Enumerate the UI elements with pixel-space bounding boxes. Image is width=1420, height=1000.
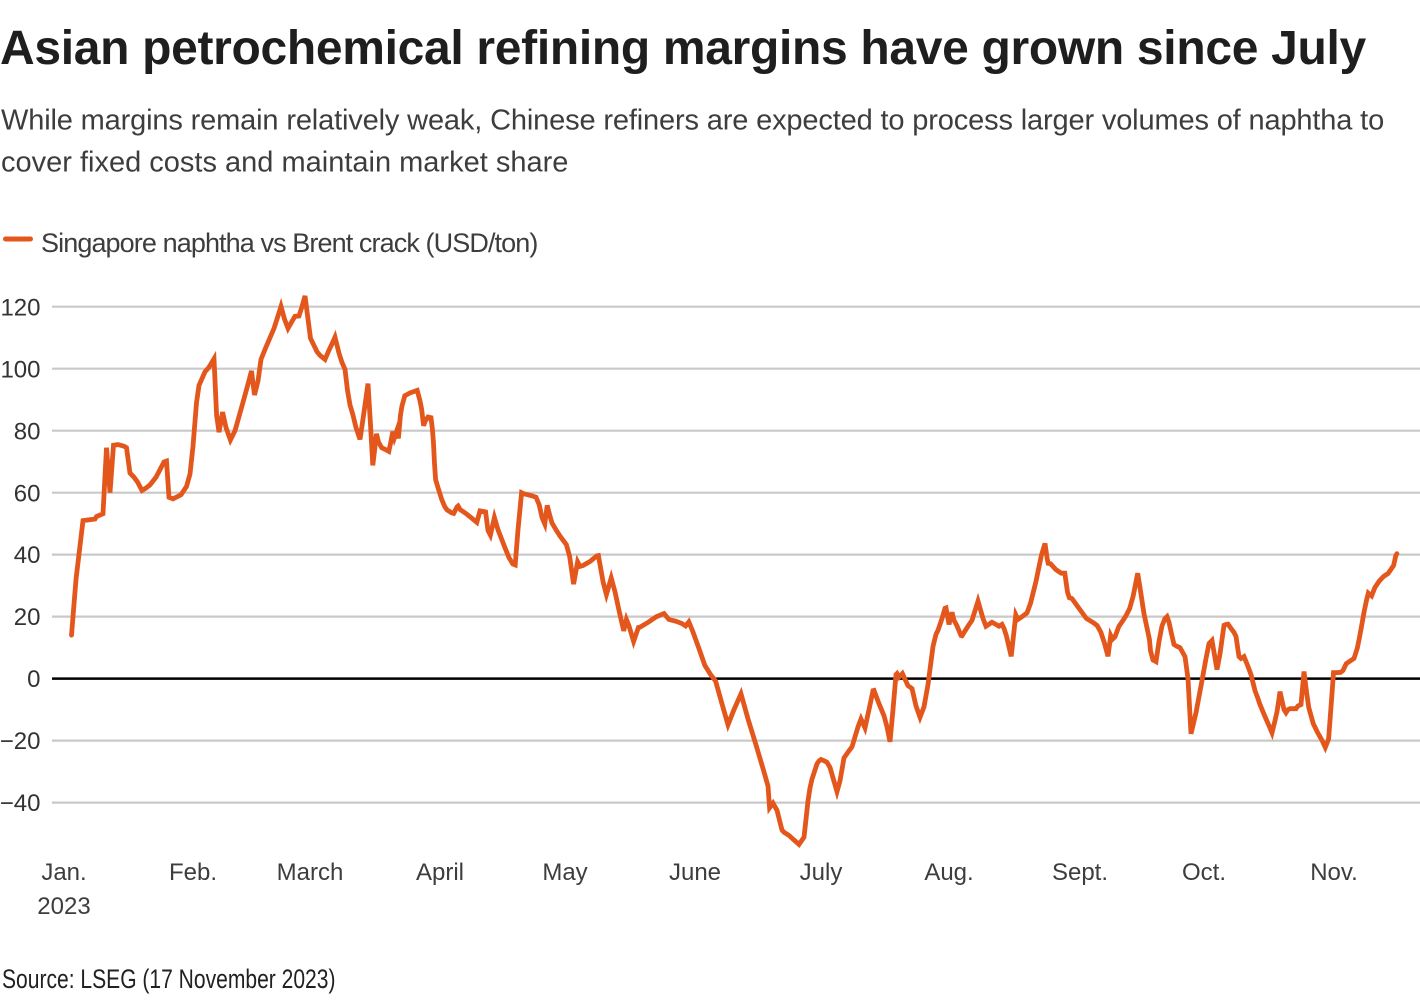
svg-text:−20: −20 bbox=[0, 728, 41, 755]
svg-text:April: April bbox=[416, 859, 464, 886]
svg-text:While margins remain relativel: While margins remain relatively weak, Ch… bbox=[1, 105, 1384, 137]
svg-text:Oct.: Oct. bbox=[1182, 859, 1226, 886]
svg-text:Feb.: Feb. bbox=[169, 859, 217, 886]
svg-text:cover fixed costs and maintain: cover fixed costs and maintain market sh… bbox=[1, 147, 568, 179]
svg-text:80: 80 bbox=[14, 418, 41, 445]
svg-text:0: 0 bbox=[27, 666, 40, 693]
svg-text:20: 20 bbox=[14, 604, 41, 631]
svg-text:120: 120 bbox=[0, 294, 40, 321]
svg-text:Asian petrochemical refining m: Asian petrochemical refining margins hav… bbox=[0, 22, 1366, 75]
svg-text:2023: 2023 bbox=[37, 893, 90, 920]
svg-text:Sept.: Sept. bbox=[1052, 859, 1108, 886]
svg-text:June: June bbox=[669, 859, 721, 886]
svg-text:−40: −40 bbox=[0, 790, 41, 817]
svg-text:Source: LSEG (17 November 2023: Source: LSEG (17 November 2023) bbox=[2, 965, 335, 995]
svg-text:July: July bbox=[800, 859, 843, 886]
svg-text:100: 100 bbox=[0, 356, 40, 383]
svg-text:60: 60 bbox=[14, 480, 41, 507]
svg-text:Singapore naphtha vs Brent cra: Singapore naphtha vs Brent crack (USD/to… bbox=[41, 228, 537, 258]
svg-text:40: 40 bbox=[14, 542, 41, 569]
svg-text:Nov.: Nov. bbox=[1310, 859, 1358, 886]
svg-text:March: March bbox=[277, 859, 344, 886]
svg-text:May: May bbox=[542, 859, 587, 886]
svg-text:Aug.: Aug. bbox=[924, 859, 973, 886]
svg-text:Jan.: Jan. bbox=[41, 859, 86, 886]
